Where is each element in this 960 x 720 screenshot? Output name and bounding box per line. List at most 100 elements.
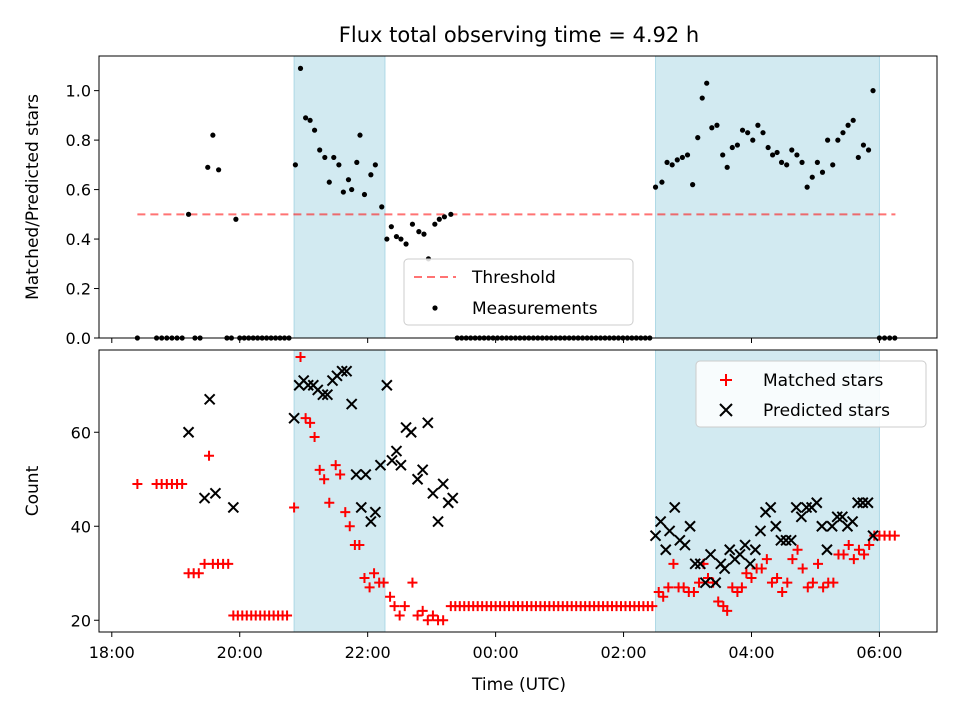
predicted-star-point (811, 497, 823, 509)
matched-star-point (766, 577, 777, 588)
matched-star-point (193, 568, 204, 579)
legend-frame (403, 258, 634, 326)
predicted-star-point (654, 515, 667, 528)
measurement-point (441, 214, 448, 220)
shaded-observing-window (655, 55, 880, 339)
predicted-star-point (350, 468, 362, 481)
shaded-observing-window (293, 55, 386, 339)
predicted-star-point (749, 544, 762, 556)
measurement-point (669, 162, 675, 168)
predicted-star-point (663, 525, 676, 537)
matched-star-point (359, 572, 370, 583)
y-tick-label: 0.6 (66, 181, 91, 200)
predicted-star-point (355, 501, 367, 514)
measurement-point (734, 142, 741, 148)
predicted-star-point (734, 548, 746, 561)
matched-star-point (859, 549, 870, 560)
matched-star-point (344, 521, 355, 532)
matched-star-point (787, 554, 798, 565)
measurement-point (659, 179, 665, 185)
chart-title: Flux total observing time = 4.92 h (339, 23, 699, 47)
count-panel: 20 40 60 18:00 20:00 22:00 00:00 02:00 04:00 06:… (23, 349, 938, 662)
matched-star-point (389, 601, 400, 612)
matched-star-point (204, 450, 215, 461)
predicted-star-point (302, 379, 314, 391)
measurement-point (403, 241, 409, 247)
measurement-point (690, 182, 696, 188)
x-tick-label: 20:00 (217, 643, 263, 662)
predicted-star-point (390, 445, 403, 457)
predicted-star-point (857, 497, 869, 509)
predicted-star-point (369, 506, 382, 518)
matched-star-point (813, 558, 824, 569)
x-axis-label: Time (UTC) (471, 675, 566, 695)
y-tick-label: 0.4 (66, 230, 91, 249)
matched-star-point (694, 577, 705, 588)
matched-star-point (422, 615, 433, 626)
predicted-star-point (669, 501, 681, 514)
predicted-star-point (831, 511, 843, 523)
ratio-y-axis-label: Matched/Predicted stars (23, 94, 43, 300)
matched-star-point (300, 413, 311, 424)
measurement-point (652, 184, 659, 190)
predicted-star-point (821, 544, 833, 556)
measurement-point (760, 130, 766, 136)
ratio-y-ticks: 0.0 0.2 0.4 0.6 0.8 1.0 (66, 82, 99, 348)
predicted-star-point (182, 426, 195, 438)
measurement-point (336, 162, 342, 168)
matched-star-point (309, 431, 320, 442)
predicted-star-point (386, 454, 398, 467)
legend-frame (695, 360, 927, 428)
predicted-star-point (699, 576, 712, 589)
matched-star-point (853, 544, 864, 555)
measurement-point (695, 135, 701, 141)
matched-star-point (838, 549, 849, 560)
measurement-point (349, 186, 355, 193)
matched-star-point (722, 605, 733, 616)
predicted-star-point (679, 539, 691, 551)
matched-star-point (732, 587, 743, 598)
predicted-star-point (374, 459, 387, 471)
predicted-star-point (689, 558, 701, 570)
measurement-point (354, 159, 360, 165)
matched-star-point (399, 601, 410, 612)
matched-star-point (678, 582, 689, 593)
predicted-star-point (800, 501, 813, 514)
predicted-star-point (427, 487, 439, 500)
measurement-point (679, 154, 686, 161)
predicted-star-point (851, 497, 864, 509)
predicted-star-point (432, 515, 444, 528)
x-tick-label: 18:00 (89, 643, 135, 662)
matched-star-point (756, 563, 767, 574)
count-legend: Matched stars Predicted stars (695, 360, 927, 428)
measurement-point (769, 152, 776, 158)
measurement-point (699, 95, 705, 101)
predicted-star-point (694, 558, 707, 570)
matched-star-point (802, 582, 813, 593)
measurement-point (307, 117, 313, 123)
matched-star-point (319, 474, 330, 485)
measurement-point (436, 216, 442, 222)
predicted-star-point (340, 365, 353, 377)
matched-star-point (727, 582, 738, 593)
ratio-panel: 0.0 0.2 0.4 0.6 0.8 1.0 Matched/Predicted sta… (23, 55, 938, 348)
measurement-point (750, 137, 756, 143)
predicted-star-point (321, 388, 334, 401)
measurement-point (845, 122, 851, 128)
measurement-point (372, 162, 378, 168)
measurement-point (745, 130, 751, 136)
matched-star-point (132, 478, 143, 489)
measurement-point (409, 221, 416, 227)
matched-star-point (668, 558, 679, 569)
matched-star-point (658, 591, 669, 602)
measurement-point (870, 88, 876, 94)
measurement-point (297, 65, 304, 71)
measurement-point (448, 211, 454, 217)
measurement-point (684, 152, 691, 158)
predicted-star-point (754, 525, 767, 537)
predicted-star-point (770, 520, 782, 532)
y-tick-label: 0.8 (66, 131, 91, 150)
measurement-point (326, 179, 332, 185)
measurement-point (398, 236, 404, 242)
measurement-point (739, 127, 746, 133)
